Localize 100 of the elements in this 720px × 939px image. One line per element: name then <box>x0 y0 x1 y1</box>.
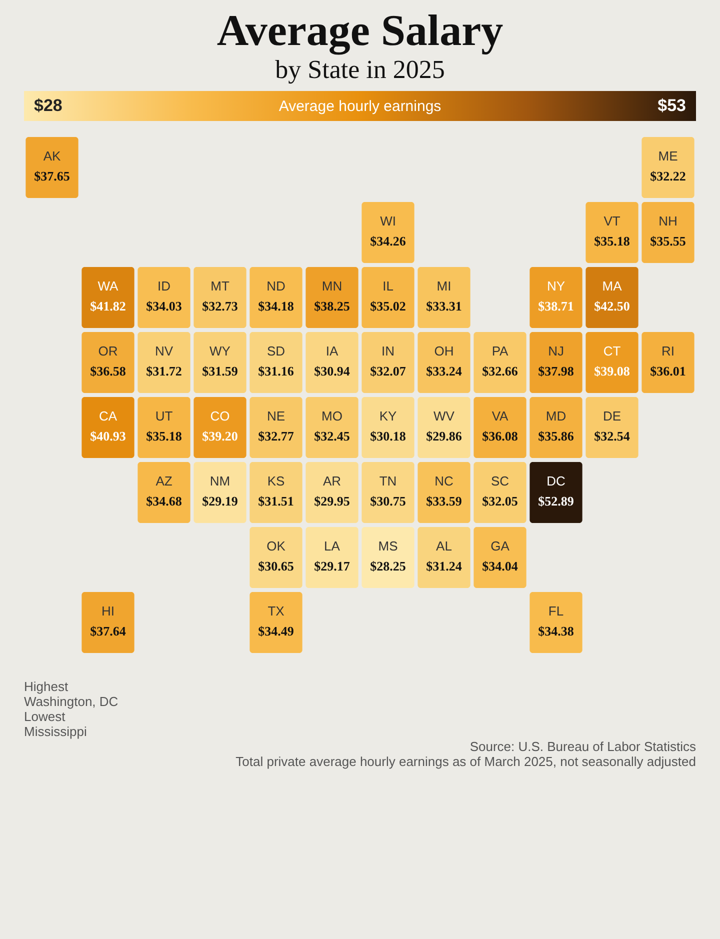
data-label: $30.75 <box>370 494 406 508</box>
data-label: $33.31 <box>426 298 462 314</box>
category-label: UT <box>155 408 173 424</box>
category-label: ME <box>658 148 678 164</box>
category-label: MA <box>602 278 622 294</box>
category-label: KS <box>267 474 285 488</box>
data-label: $31.59 <box>202 364 238 378</box>
text: by State in 2025 <box>275 55 445 84</box>
text: Lowest <box>24 709 66 724</box>
data-label: $29.17 <box>314 558 350 574</box>
text: Total private average hourly earnings as of March 2025, not seasonally adjusted <box>234 754 696 769</box>
category-label: WV <box>434 408 455 424</box>
data-label: $35.18 <box>146 428 182 444</box>
category-label: OR <box>98 344 118 358</box>
category-label: NV <box>154 344 174 358</box>
data-label: $31.16 <box>258 364 294 378</box>
category-label: OH <box>434 344 454 358</box>
category-label: CA <box>98 408 118 424</box>
data-label: $36.08 <box>482 428 518 444</box>
data-label: $33.59 <box>426 494 462 508</box>
category-label: GA <box>490 538 510 554</box>
data-label: $34.18 <box>258 298 294 314</box>
data-label: $32.45 <box>314 428 350 444</box>
category-label: FL <box>548 604 564 618</box>
category-label: MI <box>436 278 452 294</box>
data-label: $35.02 <box>370 298 406 314</box>
category-label: IA <box>326 344 338 358</box>
data-label: $42.50 <box>594 298 630 314</box>
category-label: MO <box>322 408 342 424</box>
data-label: $32.77 <box>258 428 294 444</box>
data-label: $33.24 <box>426 364 462 378</box>
category-label: NY <box>546 278 566 294</box>
category-label: OK <box>266 538 286 554</box>
data-label: $37.98 <box>538 364 574 378</box>
data-label: $31.51 <box>258 494 294 508</box>
data-label: $35.55 <box>650 234 686 248</box>
data-label: $32.07 <box>370 364 406 378</box>
category-label: WI <box>380 214 396 228</box>
category-label: KY <box>379 408 397 424</box>
data-label: $41.82 <box>90 298 126 314</box>
category-label: IL <box>382 278 394 294</box>
text: $53 <box>658 96 686 115</box>
category-label: HI <box>102 604 114 618</box>
category-label: MS <box>378 538 398 554</box>
data-label: $52.89 <box>538 494 574 508</box>
category-label: NM <box>210 474 230 488</box>
data-label: $34.03 <box>146 298 182 314</box>
data-label: $29.86 <box>426 428 462 444</box>
data-label: $38.25 <box>314 298 350 314</box>
category-label: AL <box>436 538 452 554</box>
data-label: $34.49 <box>258 624 294 638</box>
category-label: AZ <box>156 474 172 488</box>
category-label: LA <box>324 538 340 554</box>
data-label: $39.20 <box>202 428 238 444</box>
category-label: TX <box>268 604 285 618</box>
category-label: MT <box>210 278 230 294</box>
data-label: $34.04 <box>482 558 518 574</box>
data-label: $28.25 <box>370 558 406 574</box>
category-label: VT <box>604 214 620 228</box>
category-label: AK <box>43 148 61 164</box>
category-label: NH <box>658 214 678 228</box>
category-label: SC <box>490 474 510 488</box>
data-label: $36.58 <box>90 364 126 378</box>
data-label: $36.01 <box>650 364 686 378</box>
category-label: SD <box>266 344 286 358</box>
category-label: CT <box>603 344 621 358</box>
data-label: $30.65 <box>258 558 294 574</box>
category-label: RI <box>662 344 674 358</box>
data-label: $34.38 <box>538 624 574 638</box>
data-label: $31.24 <box>426 558 462 574</box>
category-label: AR <box>322 474 342 488</box>
legend-title: Average hourly earnings <box>278 98 442 115</box>
data-label: $31.72 <box>146 364 182 378</box>
text: Average Salary <box>216 6 504 55</box>
data-label: $35.86 <box>538 428 574 444</box>
text: Mississippi <box>24 724 88 739</box>
category-label: ID <box>158 278 170 294</box>
category-label: WA <box>98 278 119 294</box>
category-label: MD <box>546 408 566 424</box>
data-label: $30.94 <box>314 364 350 378</box>
data-label: $32.05 <box>482 494 518 508</box>
data-label: $29.19 <box>202 494 238 508</box>
data-label: $34.68 <box>146 494 182 508</box>
category-label: ND <box>266 278 286 294</box>
category-label: VA <box>492 408 509 424</box>
data-label: $39.08 <box>594 364 630 378</box>
category-label: MN <box>322 278 342 294</box>
category-label: NE <box>266 408 286 424</box>
category-label: TN <box>379 474 397 488</box>
data-label: $32.54 <box>594 428 630 444</box>
category-label: NC <box>434 474 454 488</box>
data-label: $34.26 <box>370 234 406 248</box>
text: $28 <box>34 96 62 115</box>
category-label: PA <box>492 344 509 358</box>
category-label: NJ <box>548 344 564 358</box>
data-label: $32.73 <box>202 298 238 314</box>
data-label: $35.18 <box>594 234 630 248</box>
category-label: DE <box>602 408 622 424</box>
category-label: DC <box>546 474 566 488</box>
data-label: $37.65 <box>34 168 70 184</box>
